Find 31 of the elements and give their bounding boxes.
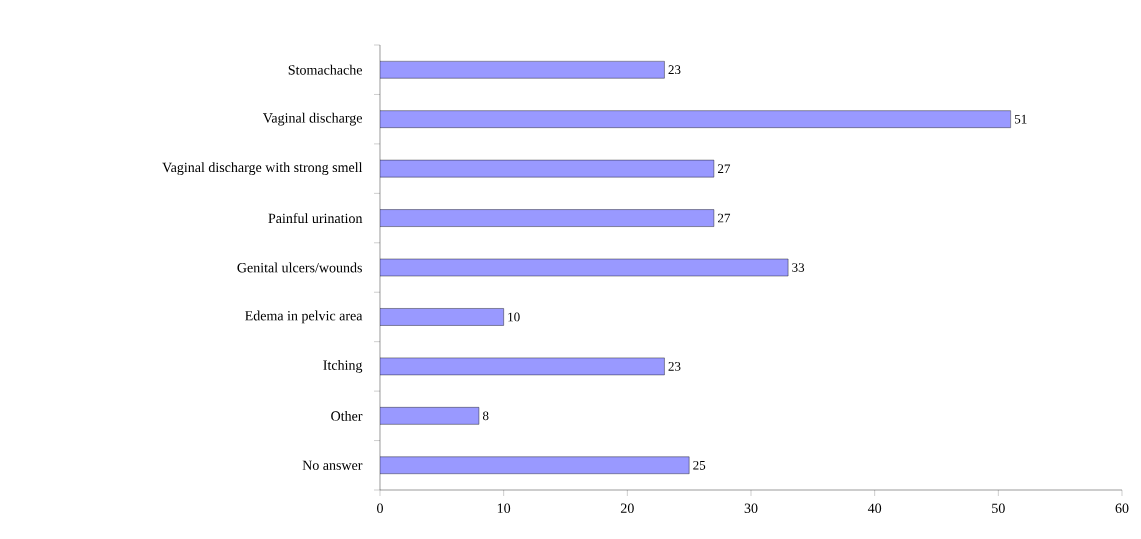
y-tick-label: Genital ulcers/wounds [237, 262, 362, 273]
y-tick-label: Painful urination [268, 213, 363, 224]
y-tick-label: Itching [323, 360, 363, 373]
data-label: 33 [792, 263, 805, 272]
bar [380, 407, 480, 425]
data-label: 27 [718, 213, 731, 223]
x-tick-label: 60 [1115, 503, 1129, 513]
data-label: 23 [668, 362, 681, 371]
bar [380, 308, 504, 326]
y-tick-label: Edema in pelvic area [245, 310, 363, 324]
x-tick-label: 0 [377, 503, 383, 513]
x-tick-label: 10 [497, 503, 511, 513]
x-tick-label: 50 [992, 503, 1005, 513]
bar [380, 209, 715, 227]
y-tick-label: Other [331, 410, 363, 421]
bar [380, 110, 1011, 128]
y-tick-label: Vaginal discharge with strong smell [162, 162, 363, 175]
y-tick-label: Stomachache [288, 64, 362, 75]
x-tick-label: 40 [867, 503, 882, 513]
data-label: 27 [718, 164, 731, 173]
data-label: 8 [482, 411, 489, 421]
data-label: 51 [1014, 114, 1027, 124]
y-tick-label: Vaginal discharge [262, 112, 362, 126]
bar [380, 61, 665, 79]
x-tick-label: 30 [744, 503, 758, 513]
bar [380, 456, 690, 474]
x-tick-label: 20 [620, 503, 634, 513]
data-label: 23 [668, 65, 681, 75]
data-label: 25 [693, 460, 706, 470]
data-label: 10 [508, 312, 520, 322]
y-tick-label: No answer [302, 460, 363, 470]
